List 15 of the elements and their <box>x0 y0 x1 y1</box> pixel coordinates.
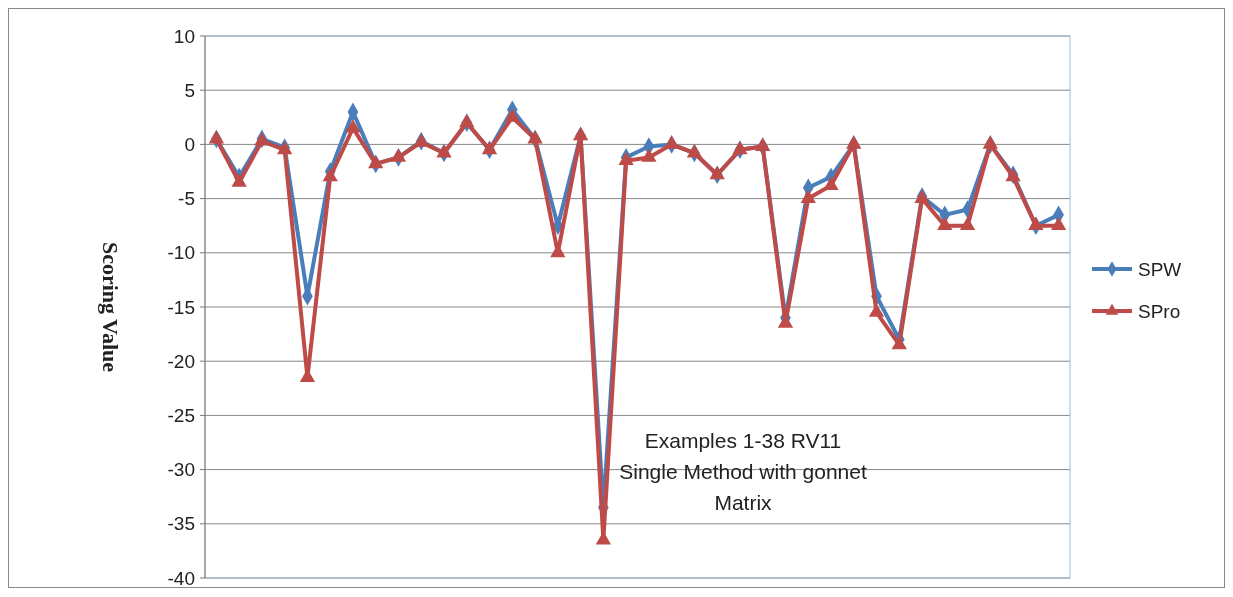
legend-label: SPW <box>1138 258 1182 280</box>
y-tick-label: 5 <box>184 79 195 101</box>
y-tick-label: -10 <box>167 242 195 264</box>
y-tick-label: -15 <box>167 296 195 318</box>
annotation: Examples 1-38 RV11 Single Method with gonnet Matrix <box>619 428 867 514</box>
y-axis-title: Scoring Value <box>98 241 123 373</box>
y-tick-label: -40 <box>167 567 195 589</box>
y-tick-label: -30 <box>167 459 195 481</box>
y-tick-label: -25 <box>167 405 195 427</box>
y-tick-label: -20 <box>167 350 195 372</box>
y-tick-label: 0 <box>184 134 195 156</box>
y-tick-label: -35 <box>167 513 195 535</box>
y-tick-label: -5 <box>178 188 195 210</box>
y-tick-label: 10 <box>173 25 195 47</box>
legend-label: SPro <box>1138 300 1181 322</box>
